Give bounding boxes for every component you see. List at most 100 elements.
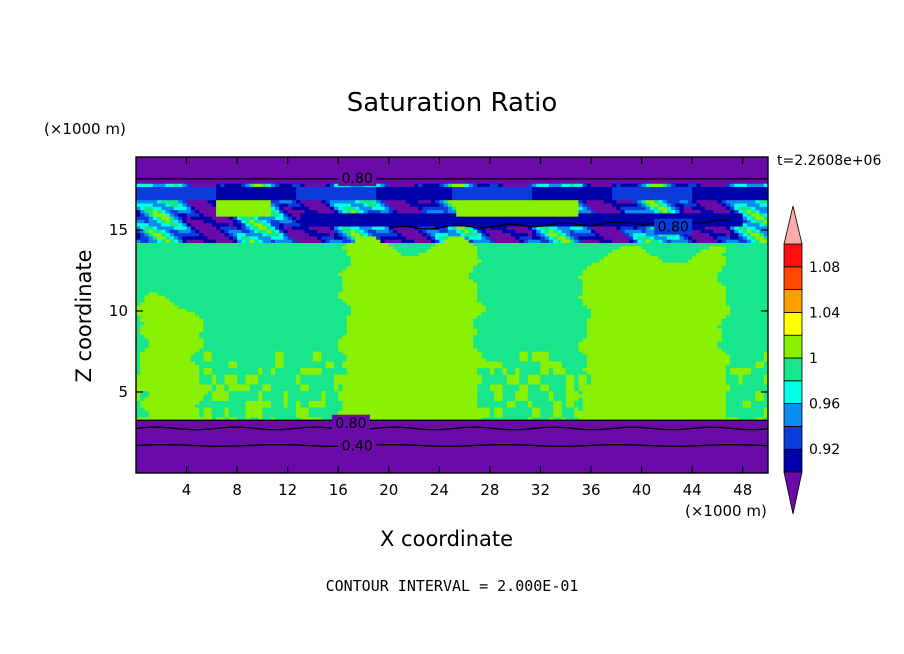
saturation-cell xyxy=(329,397,335,401)
saturation-cell xyxy=(308,463,314,467)
saturation-cell xyxy=(325,394,331,398)
saturation-cell xyxy=(456,380,461,385)
saturation-cell xyxy=(334,374,339,378)
saturation-cell xyxy=(603,466,609,471)
saturation-cell xyxy=(241,400,246,405)
saturation-cell xyxy=(228,459,234,464)
saturation-cell xyxy=(380,436,385,441)
saturation-cell xyxy=(287,440,293,444)
saturation-cell xyxy=(679,463,685,467)
saturation-cell xyxy=(140,364,145,369)
saturation-cell xyxy=(725,420,731,425)
saturation-cell xyxy=(224,426,230,431)
saturation-cell xyxy=(709,374,714,378)
saturation-cell xyxy=(136,380,141,385)
saturation-cell xyxy=(367,446,373,451)
saturation-cell xyxy=(241,443,246,448)
saturation-cell xyxy=(317,436,322,441)
saturation-cell xyxy=(224,394,230,398)
saturation-cell xyxy=(532,400,537,405)
saturation-cell xyxy=(624,384,630,388)
saturation-cell xyxy=(557,469,562,473)
saturation-cell xyxy=(186,377,192,382)
saturation-cell xyxy=(675,413,680,418)
saturation-cell xyxy=(157,367,162,372)
saturation-cell xyxy=(376,367,381,372)
saturation-cell xyxy=(628,446,634,451)
saturation-cell xyxy=(650,397,655,401)
saturation-cell xyxy=(152,364,158,369)
saturation-cell xyxy=(397,397,402,401)
saturation-cell xyxy=(275,390,280,395)
saturation-cell xyxy=(561,377,567,382)
saturation-cell xyxy=(435,436,440,441)
saturation-cell xyxy=(506,453,512,457)
saturation-cell xyxy=(329,430,335,434)
saturation-cell xyxy=(675,364,680,369)
saturation-cell xyxy=(182,446,187,451)
saturation-cell xyxy=(666,413,672,418)
saturation-cell xyxy=(645,449,651,454)
saturation-cell xyxy=(738,469,744,473)
saturation-cell xyxy=(308,380,314,385)
saturation-cell xyxy=(194,384,200,388)
saturation-cell xyxy=(430,430,436,434)
saturation-cell xyxy=(186,374,192,378)
saturation-cell xyxy=(742,407,748,411)
saturation-cell xyxy=(338,367,343,372)
saturation-cell xyxy=(426,440,432,444)
saturation-cell xyxy=(692,377,697,382)
saturation-cell xyxy=(494,407,499,411)
saturation-cell xyxy=(211,380,217,385)
saturation-cell xyxy=(759,394,765,398)
saturation-cell xyxy=(165,394,171,398)
saturation-cell xyxy=(216,377,221,382)
saturation-cell xyxy=(527,413,533,418)
saturation-cell xyxy=(544,443,550,448)
saturation-cell xyxy=(338,459,343,464)
saturation-cell xyxy=(687,394,693,398)
saturation-cell xyxy=(384,413,390,418)
saturation-cell xyxy=(355,387,360,392)
saturation-cell xyxy=(510,459,516,464)
saturation-cell xyxy=(763,410,768,415)
saturation-cell xyxy=(763,456,768,461)
saturation-cell xyxy=(738,446,744,451)
saturation-cell xyxy=(228,423,234,428)
saturation-cell xyxy=(494,459,499,464)
saturation-cell xyxy=(152,367,158,372)
saturation-cell xyxy=(182,364,187,369)
saturation-cell xyxy=(746,436,752,441)
saturation-cell xyxy=(569,469,575,473)
saturation-cell xyxy=(350,400,356,405)
saturation-cell xyxy=(679,420,685,425)
saturation-cell xyxy=(325,384,331,388)
saturation-cell xyxy=(548,446,554,451)
saturation-cell xyxy=(641,446,647,451)
saturation-cell xyxy=(713,374,718,378)
saturation-cell xyxy=(645,384,651,388)
saturation-cell xyxy=(249,410,255,415)
saturation-cell xyxy=(329,387,335,392)
saturation-cell xyxy=(157,394,162,398)
saturation-cell xyxy=(245,430,251,434)
saturation-cell xyxy=(489,364,495,369)
saturation-cell xyxy=(430,417,436,421)
saturation-cell xyxy=(329,463,335,467)
saturation-cell xyxy=(207,361,213,365)
saturation-cell xyxy=(654,367,659,372)
saturation-cell xyxy=(245,466,251,471)
saturation-cell xyxy=(700,380,706,385)
saturation-cell xyxy=(136,426,141,431)
saturation-cell xyxy=(481,397,487,401)
saturation-cell xyxy=(182,413,187,418)
saturation-cell xyxy=(152,374,158,378)
saturation-cell xyxy=(671,420,676,425)
saturation-cell xyxy=(270,407,276,411)
saturation-cell xyxy=(211,443,217,448)
saturation-cell xyxy=(148,423,154,428)
saturation-cell xyxy=(237,380,242,385)
saturation-cell xyxy=(287,446,293,451)
saturation-cell xyxy=(519,426,525,431)
saturation-cell xyxy=(346,469,352,473)
